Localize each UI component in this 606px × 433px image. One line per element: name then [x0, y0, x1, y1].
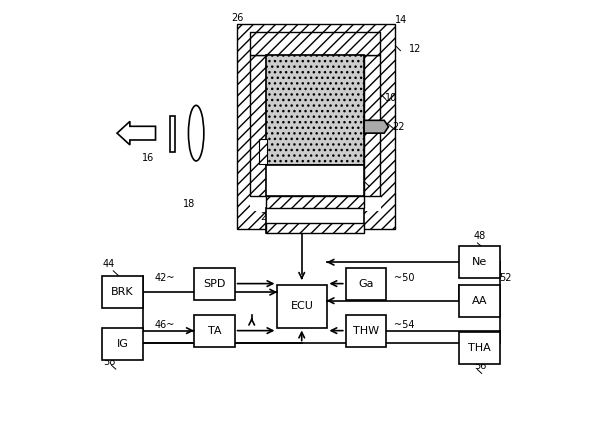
- Bar: [266, 196, 364, 208]
- Bar: [250, 35, 381, 211]
- Text: 44: 44: [103, 259, 115, 268]
- Text: 58: 58: [103, 357, 115, 367]
- Text: TA: TA: [208, 326, 221, 336]
- Bar: [266, 208, 364, 233]
- Text: 16: 16: [142, 152, 155, 162]
- Bar: [102, 328, 142, 360]
- Text: THW: THW: [353, 326, 379, 336]
- Text: 42~: 42~: [155, 273, 175, 283]
- Bar: [459, 246, 499, 278]
- Text: 12: 12: [409, 44, 421, 54]
- Text: BRK: BRK: [111, 288, 134, 297]
- Bar: [250, 32, 381, 55]
- Text: 56: 56: [474, 361, 487, 371]
- Text: SPD: SPD: [203, 279, 225, 289]
- Bar: [266, 55, 364, 165]
- Text: THA: THA: [468, 343, 491, 353]
- Bar: [459, 332, 499, 364]
- Ellipse shape: [188, 105, 204, 161]
- Text: ECU: ECU: [290, 301, 313, 311]
- Text: Ne: Ne: [471, 258, 487, 268]
- Text: 20: 20: [355, 180, 367, 190]
- Text: 14: 14: [395, 15, 407, 25]
- FancyArrow shape: [117, 121, 156, 145]
- Text: 40: 40: [298, 213, 310, 223]
- Text: 18: 18: [182, 199, 195, 209]
- Text: 26: 26: [231, 13, 244, 23]
- Text: 48: 48: [474, 231, 486, 241]
- Text: Ga: Ga: [358, 279, 374, 289]
- Text: AA: AA: [471, 296, 487, 306]
- Text: 24: 24: [261, 211, 273, 222]
- Bar: [259, 139, 267, 165]
- Text: 22: 22: [392, 122, 404, 132]
- Text: 10: 10: [385, 93, 398, 103]
- Bar: [266, 223, 364, 233]
- Bar: [170, 116, 175, 152]
- Bar: [459, 285, 499, 317]
- Bar: [102, 276, 142, 308]
- Bar: [346, 315, 387, 347]
- Bar: [250, 55, 266, 196]
- Bar: [266, 55, 364, 196]
- Text: ~54: ~54: [394, 320, 414, 330]
- Text: IG: IG: [116, 339, 128, 349]
- Polygon shape: [364, 120, 388, 133]
- Bar: [266, 165, 364, 196]
- Bar: [278, 285, 327, 328]
- Bar: [194, 268, 235, 300]
- Text: 52: 52: [499, 273, 512, 283]
- Text: ~50: ~50: [394, 273, 414, 283]
- Bar: [346, 268, 387, 300]
- Text: 46~: 46~: [155, 320, 175, 330]
- Bar: [364, 55, 381, 196]
- Bar: [194, 315, 235, 347]
- Bar: [237, 24, 395, 229]
